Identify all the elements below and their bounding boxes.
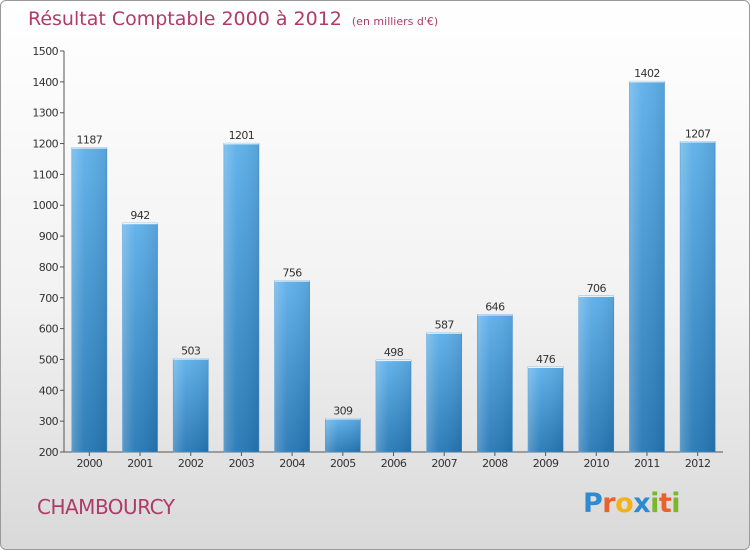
- x-tick-label: 2006: [381, 457, 407, 470]
- x-tick-label: 2008: [482, 457, 508, 470]
- value-label: 309: [333, 404, 353, 417]
- x-tick-label: 2000: [77, 457, 103, 470]
- y-tick-label: 200: [39, 446, 59, 459]
- value-label: 503: [181, 345, 201, 358]
- bar-shine: [274, 280, 310, 452]
- x-tick-label: 2003: [229, 457, 255, 470]
- commune-name: CHAMBOURCY: [37, 495, 175, 519]
- proxiti-logo: Proxiti: [583, 488, 681, 519]
- x-tick-label: 2005: [330, 457, 356, 470]
- value-label: 1187: [77, 134, 103, 147]
- value-label: 1402: [634, 67, 660, 80]
- y-tick-label: 1200: [32, 138, 58, 151]
- x-tick-label: 2001: [127, 457, 153, 470]
- bars: [71, 80, 716, 453]
- bar-shine: [680, 141, 716, 453]
- bar-shine: [122, 223, 158, 452]
- labels: 2000 1187 2001 942 2002 503 2003 1201 2004 756 200…: [77, 67, 712, 470]
- bar-shine: [578, 295, 614, 452]
- value-label: 1207: [685, 127, 711, 140]
- chart-title: Résultat Comptable 2000 à 2012 (en millie…: [28, 8, 438, 30]
- value-label: 498: [384, 346, 404, 359]
- logo-letter: r: [602, 488, 616, 519]
- value-label: 646: [485, 300, 505, 313]
- value-label: 1201: [229, 129, 255, 142]
- logo-letter: x: [633, 488, 651, 519]
- x-tick-label: 2007: [431, 457, 457, 470]
- y-tick-label: 300: [39, 415, 59, 428]
- value-label: 587: [435, 319, 455, 332]
- x-tick-label: 2004: [279, 457, 305, 470]
- y-tick-label: 800: [39, 261, 59, 274]
- logo-letter: t: [658, 488, 672, 519]
- chart-title-text: Résultat Comptable 2000 à 2012: [28, 8, 342, 30]
- bar-shine: [173, 358, 209, 452]
- y-tick-label: 700: [39, 292, 59, 305]
- y-tick-label: 1400: [32, 76, 58, 89]
- x-tick-label: 2002: [178, 457, 204, 470]
- y-tick-label: 1300: [32, 107, 58, 120]
- logo-letter: i: [671, 488, 681, 519]
- y-tick-label: 900: [39, 230, 59, 243]
- y-tick-label: 400: [39, 384, 59, 397]
- value-label: 476: [536, 353, 556, 366]
- bar-shine: [629, 81, 665, 452]
- bar-shine: [71, 147, 107, 452]
- logo-letter: i: [650, 488, 659, 519]
- bar-shine: [223, 143, 259, 453]
- x-tick-label: 2009: [533, 457, 559, 470]
- y-tick-label: 1000: [32, 199, 58, 212]
- y-tick-label: 1100: [32, 168, 58, 181]
- bar-shine: [426, 332, 462, 452]
- value-label: 756: [283, 266, 303, 279]
- x-tick-label: 2012: [685, 457, 711, 470]
- logo-letter: P: [583, 488, 603, 519]
- x-tick-label: 2011: [634, 457, 660, 470]
- logo-letter: o: [615, 488, 634, 519]
- value-label: 942: [130, 209, 149, 222]
- x-tick-label: 2010: [583, 457, 609, 470]
- value-label: 706: [587, 282, 607, 295]
- bar-shine: [477, 314, 513, 452]
- bar-shine: [325, 418, 361, 452]
- y-tick-label: 1500: [32, 45, 58, 58]
- y-tick-label: 600: [39, 323, 59, 336]
- y-tick-label: 500: [39, 353, 59, 366]
- bar-shine: [376, 360, 411, 452]
- bar-shine: [528, 366, 564, 452]
- chart-unit: (en milliers d'€): [351, 15, 439, 28]
